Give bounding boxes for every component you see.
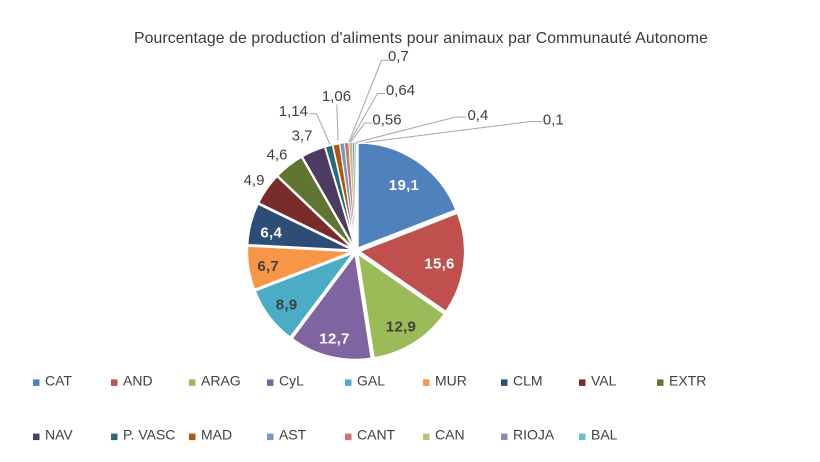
svg-text:6,4: 6,4 (260, 224, 282, 241)
svg-text:15,6: 15,6 (424, 256, 454, 273)
svg-text:CLM: CLM (513, 372, 543, 388)
svg-text:4,9: 4,9 (244, 172, 265, 189)
svg-text:12,7: 12,7 (319, 331, 349, 348)
svg-text:MUR: MUR (435, 372, 467, 388)
svg-text:CANT: CANT (357, 427, 396, 443)
svg-text:NAV: NAV (45, 427, 73, 443)
svg-text:3,7: 3,7 (292, 128, 313, 145)
svg-text:0,7: 0,7 (388, 48, 409, 65)
svg-text:VAL: VAL (591, 372, 617, 388)
svg-text:12,9: 12,9 (386, 319, 416, 336)
svg-text:AND: AND (123, 372, 153, 388)
svg-text:RIOJA: RIOJA (513, 427, 555, 443)
svg-text:CyL: CyL (279, 372, 304, 388)
svg-text:4,6: 4,6 (267, 147, 288, 164)
svg-text:GAL: GAL (357, 372, 385, 388)
svg-text:Pourcentage de production d'al: Pourcentage de production d'aliments pou… (134, 30, 708, 47)
svg-text:P. VASC: P. VASC (123, 427, 175, 443)
svg-text:MAD: MAD (201, 427, 232, 443)
svg-text:1,14: 1,14 (279, 103, 308, 120)
svg-text:19,1: 19,1 (389, 177, 419, 194)
svg-text:1,06: 1,06 (322, 88, 351, 105)
svg-text:CAT: CAT (45, 372, 72, 388)
svg-text:6,7: 6,7 (257, 258, 279, 275)
svg-text:AST: AST (279, 427, 307, 443)
svg-text:0,1: 0,1 (543, 112, 564, 129)
svg-text:0,4: 0,4 (467, 107, 488, 124)
svg-text:EXTR: EXTR (669, 372, 706, 388)
svg-text:8,9: 8,9 (276, 297, 298, 314)
svg-text:ARAG: ARAG (201, 372, 241, 388)
svg-text:CAN: CAN (435, 427, 465, 443)
svg-text:0,56: 0,56 (372, 112, 401, 129)
svg-text:BAL: BAL (591, 427, 618, 443)
svg-text:0,64: 0,64 (386, 82, 415, 99)
